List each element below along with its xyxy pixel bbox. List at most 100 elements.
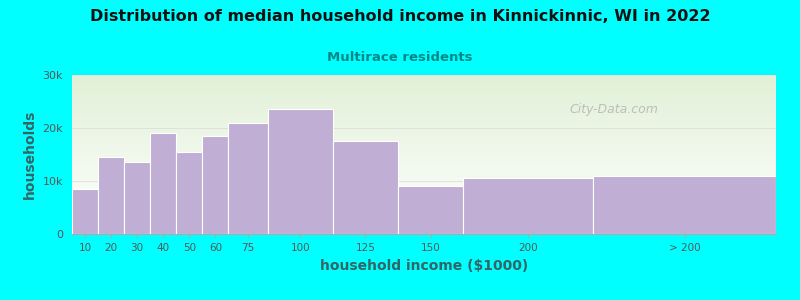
Bar xyxy=(72,113,776,115)
Bar xyxy=(72,102,776,104)
Bar xyxy=(72,128,776,129)
Bar xyxy=(72,92,776,94)
Bar xyxy=(72,100,776,102)
Bar xyxy=(72,218,776,220)
Bar xyxy=(72,163,776,164)
Bar xyxy=(72,139,776,140)
Bar xyxy=(72,119,776,121)
Bar xyxy=(72,76,776,78)
Bar xyxy=(72,96,776,97)
Bar xyxy=(72,129,776,131)
Bar xyxy=(267,110,333,234)
Bar xyxy=(72,177,776,178)
Bar xyxy=(72,201,776,202)
Bar xyxy=(72,108,776,110)
Bar xyxy=(72,210,776,212)
Bar xyxy=(72,85,776,86)
Bar xyxy=(202,136,229,234)
Bar xyxy=(72,190,776,191)
Bar xyxy=(72,188,776,190)
Bar xyxy=(72,213,776,215)
Text: Distribution of median household income in Kinnickinnic, WI in 2022: Distribution of median household income … xyxy=(90,9,710,24)
Bar xyxy=(72,131,776,132)
Bar xyxy=(72,151,776,153)
Bar xyxy=(398,186,463,234)
Bar xyxy=(72,78,776,80)
Bar xyxy=(72,89,776,91)
Bar xyxy=(72,224,776,226)
Bar xyxy=(150,133,176,234)
Y-axis label: households: households xyxy=(22,110,37,199)
Bar xyxy=(72,174,776,175)
Bar xyxy=(72,172,776,174)
Text: City-Data.com: City-Data.com xyxy=(570,103,658,116)
Bar xyxy=(72,134,776,135)
Bar xyxy=(72,80,776,81)
Bar xyxy=(72,105,776,107)
Bar xyxy=(72,153,776,154)
Bar xyxy=(72,110,776,112)
Bar xyxy=(72,169,776,170)
X-axis label: household income ($1000): household income ($1000) xyxy=(320,259,528,273)
Text: Multirace residents: Multirace residents xyxy=(327,51,473,64)
Bar xyxy=(72,118,776,119)
Bar xyxy=(72,112,776,113)
Bar xyxy=(72,142,776,143)
Bar xyxy=(72,175,776,177)
Bar xyxy=(72,161,776,163)
Bar xyxy=(72,154,776,156)
Bar xyxy=(72,207,776,208)
Bar xyxy=(72,199,776,201)
Bar xyxy=(72,212,776,213)
Bar xyxy=(72,189,98,234)
Bar xyxy=(72,140,776,142)
Bar xyxy=(72,180,776,182)
Bar xyxy=(72,88,776,89)
Bar xyxy=(72,197,776,199)
Bar xyxy=(72,99,776,100)
Bar xyxy=(72,170,776,172)
Bar xyxy=(72,148,776,150)
Bar xyxy=(72,229,776,231)
Bar xyxy=(72,220,776,221)
Bar xyxy=(72,182,776,183)
Bar xyxy=(594,176,776,234)
Bar xyxy=(72,103,776,105)
Bar xyxy=(72,206,776,207)
Bar xyxy=(72,121,776,123)
Bar xyxy=(72,217,776,218)
Bar xyxy=(72,204,776,206)
Bar xyxy=(72,228,776,229)
Bar xyxy=(72,156,776,158)
Bar xyxy=(72,166,776,167)
Bar xyxy=(72,202,776,204)
Bar xyxy=(333,141,398,234)
Bar xyxy=(72,208,776,210)
Bar xyxy=(72,185,776,186)
Bar xyxy=(72,223,776,224)
Bar xyxy=(72,159,776,161)
Bar xyxy=(72,81,776,83)
Bar xyxy=(72,221,776,223)
Bar xyxy=(72,97,776,99)
Bar xyxy=(72,132,776,134)
Bar xyxy=(72,143,776,145)
Bar xyxy=(72,191,776,193)
Bar xyxy=(72,123,776,124)
Bar xyxy=(463,178,594,234)
Bar xyxy=(72,226,776,228)
Bar xyxy=(72,91,776,92)
Bar xyxy=(72,94,776,96)
Bar xyxy=(72,193,776,194)
Bar xyxy=(72,126,776,128)
Bar xyxy=(98,157,124,234)
Bar xyxy=(72,158,776,159)
Bar xyxy=(72,178,776,180)
Bar xyxy=(72,107,776,108)
Bar xyxy=(72,147,776,148)
Bar xyxy=(229,123,267,234)
Bar xyxy=(72,137,776,139)
Bar xyxy=(124,163,150,234)
Bar xyxy=(72,232,776,234)
Bar xyxy=(72,194,776,196)
